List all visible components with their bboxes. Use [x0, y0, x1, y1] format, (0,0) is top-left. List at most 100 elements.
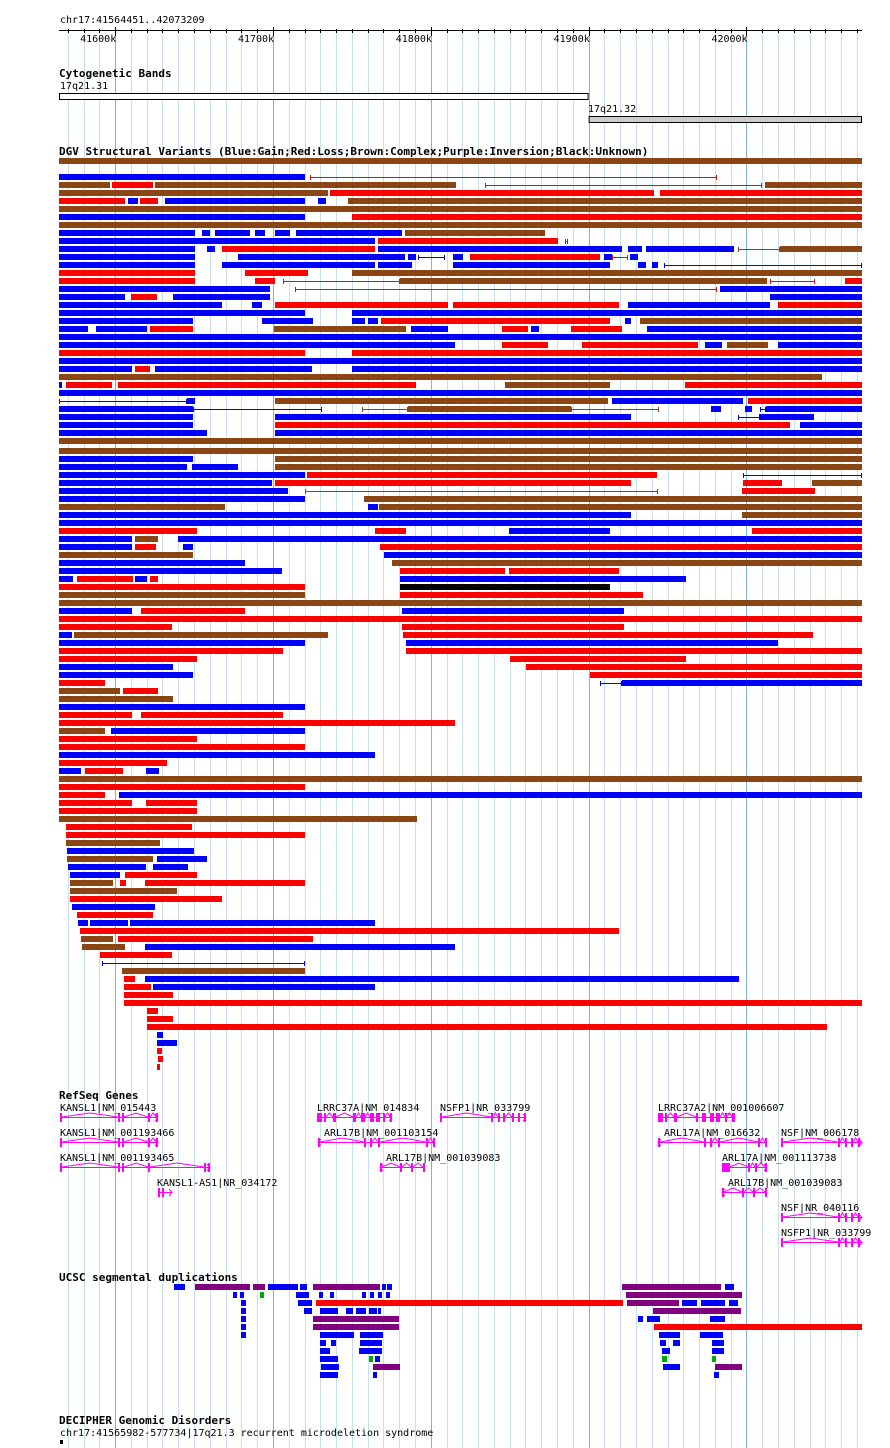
dgv-variant [275, 398, 608, 404]
dgv-variant [131, 294, 157, 300]
gene-label[interactable]: ARL17B|NM_001039083 [728, 1178, 843, 1189]
segdup-feature [622, 1284, 721, 1290]
dgv-variant [59, 174, 305, 180]
gene-strand-arrow [522, 1113, 527, 1122]
gene-exon [156, 1113, 158, 1122]
dgv-variant [74, 632, 328, 638]
segdup-feature [715, 1364, 742, 1370]
gene-intron [149, 1112, 157, 1118]
segdup-feature [360, 1340, 382, 1346]
gene-exon [491, 1113, 493, 1122]
dgv-variant [59, 414, 193, 420]
dgv-variant [638, 262, 646, 268]
segdup-feature [712, 1348, 724, 1354]
gene-label[interactable]: LRRC37A|NM_014834 [317, 1103, 420, 1114]
segdup-feature [319, 1292, 323, 1298]
segdup-feature [682, 1300, 697, 1306]
gene-exon [674, 1113, 677, 1122]
dgv-variant [59, 406, 193, 412]
gene-intron [743, 1187, 754, 1193]
dgv-variant [778, 342, 862, 348]
gene-strand-arrow [154, 1113, 159, 1122]
segdup-feature [313, 1284, 380, 1290]
gene-intron [412, 1162, 424, 1168]
dgv-variant [255, 230, 265, 236]
segdup-feature [321, 1364, 339, 1370]
gene-label[interactable]: NSFP1|NR_033799 [781, 1228, 872, 1239]
dgv-variant [59, 270, 195, 276]
dgv-variant [80, 928, 619, 934]
gene-intron [61, 1112, 119, 1118]
dgv-variant [141, 712, 283, 718]
dgv-variant [59, 366, 132, 372]
gene-exon [658, 1113, 663, 1122]
gene-strand-arrow [721, 1188, 726, 1197]
segdup-feature [313, 1316, 399, 1322]
gene-label[interactable]: NSF|NR_040116 [781, 1203, 860, 1214]
dgv-variant [59, 230, 195, 236]
dgv-variant [378, 246, 622, 252]
dgv-variant [59, 688, 120, 694]
gene-label[interactable]: ARL17A|NM_001113738 [722, 1153, 837, 1164]
gene-label[interactable]: NSFP1|NR_033799 [440, 1103, 531, 1114]
dgv-variant [59, 246, 195, 252]
gene-exon [758, 1138, 760, 1147]
gene-label[interactable]: ARL17A|NM_016632 [664, 1128, 761, 1139]
segdup-feature [712, 1356, 716, 1362]
segdup-feature [714, 1372, 719, 1378]
gene-exon [765, 1188, 767, 1197]
gene-strand-arrow [168, 1188, 173, 1197]
dgv-variant [59, 624, 172, 630]
dgv-variant [400, 584, 610, 590]
dgv-variant [59, 480, 272, 486]
gene-exon [390, 1113, 392, 1122]
dgv-variant [318, 198, 326, 204]
gene-label[interactable]: KANSL1|NM_001193465 [60, 1153, 175, 1164]
cytoband-label-q2131[interactable]: 17q21.31 [60, 81, 109, 92]
dgv-variant [120, 880, 126, 886]
gene-label[interactable]: KANSL1|NM_015443 [60, 1103, 157, 1114]
dgv-variant [245, 270, 308, 276]
segdup-track-title: UCSC segmental duplications [59, 1271, 238, 1284]
gene-strand-arrow [858, 1213, 863, 1222]
decipher-feature-label[interactable]: chr17:41565982-577734|17q21.3 recurrent … [60, 1428, 434, 1439]
gene-label[interactable]: LRRC37A2|NM_001006607 [658, 1103, 785, 1114]
dgv-variant [255, 278, 275, 284]
cytoband-label-q2132[interactable]: 17q21.32 [588, 104, 637, 115]
dgv-variant [845, 278, 862, 284]
gene-exon [710, 1113, 714, 1122]
gene-label[interactable]: ARL17B|NM_001039083 [386, 1153, 501, 1164]
gene-intron [719, 1112, 726, 1118]
dgv-variant [59, 720, 455, 726]
gene-exon [411, 1163, 413, 1172]
dgv-variant [384, 552, 862, 558]
dgv-variant [748, 398, 862, 404]
segdup-feature [320, 1348, 330, 1354]
dgv-variant [77, 576, 133, 582]
dgv-variant [111, 728, 305, 734]
segdup-feature [241, 1324, 246, 1330]
gene-strand-arrow [206, 1163, 211, 1172]
gene-exon [383, 1113, 385, 1122]
segdup-feature [653, 1308, 741, 1314]
dgv-variant [59, 536, 132, 542]
dgv-variant [59, 672, 193, 678]
gene-intron [839, 1137, 846, 1143]
dgv-variant [59, 616, 862, 622]
gene-exon [118, 1138, 120, 1147]
gene-label[interactable]: KANSL1-AS1|NR_034172 [157, 1178, 278, 1189]
gene-label[interactable]: ARL17B|NM_001103154 [324, 1128, 439, 1139]
dgv-variant [59, 664, 173, 670]
dgv-variant [59, 528, 197, 534]
dgv-track-title: DGV Structural Variants (Blue:Gain;Red:L… [59, 145, 649, 158]
gene-label[interactable]: KANSL1|NM_001193466 [60, 1128, 175, 1139]
refseq-track [60, 1112, 863, 1247]
dgv-variant [400, 568, 505, 574]
gene-exon [440, 1113, 442, 1122]
dgv-variant [59, 294, 125, 300]
gene-label[interactable]: NSF|NM_006178 [781, 1128, 860, 1139]
dgv-variant [502, 342, 548, 348]
dgv-variant [307, 472, 657, 478]
gene-intron [123, 1162, 149, 1168]
region-label: chr17:41564451..42073209 [60, 15, 205, 26]
